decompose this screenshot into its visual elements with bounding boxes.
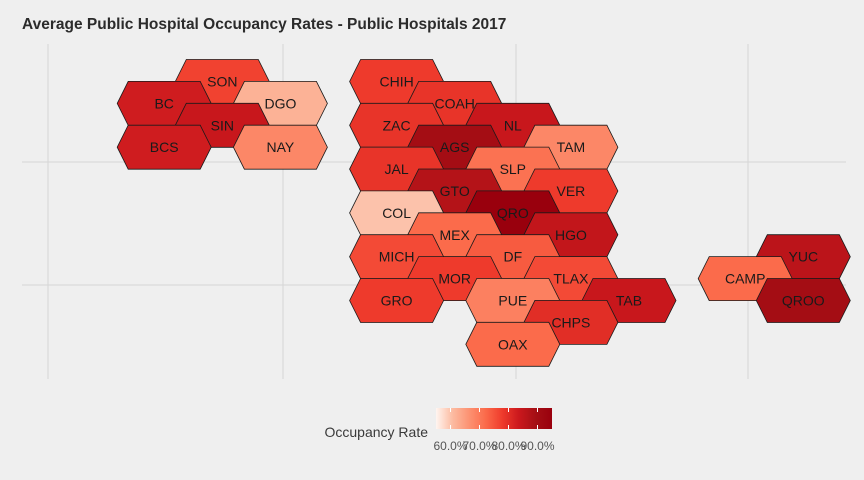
- legend-tick-label: 60.0%: [433, 439, 467, 453]
- hex-label-bcs: BCS: [150, 139, 179, 155]
- hex-label-gto: GTO: [440, 183, 470, 199]
- hex-label-mor: MOR: [438, 271, 471, 287]
- hex-label-tam: TAM: [557, 139, 586, 155]
- hex-label-nay: NAY: [267, 139, 295, 155]
- legend-tick-label: 70.0%: [462, 439, 496, 453]
- hex-tiles: [116, 59, 851, 367]
- hex-label-hgo: HGO: [555, 227, 587, 243]
- legend-colorbar: [436, 408, 552, 429]
- hex-label-mich: MICH: [379, 249, 415, 265]
- legend-title: Occupancy Rate: [325, 424, 429, 440]
- hex-label-zac: ZAC: [383, 117, 411, 133]
- legend: Occupancy Rate 60.0%70.0%80.0%90.0%: [325, 408, 555, 453]
- hex-label-col: COL: [382, 205, 411, 221]
- hex-label-qroo: QROO: [782, 293, 825, 309]
- hex-oax: [465, 321, 561, 367]
- hex-label-tlax: TLAX: [553, 271, 589, 287]
- hex-label-df: DF: [503, 249, 522, 265]
- hex-nay: [232, 124, 328, 170]
- chart-title: Average Public Hospital Occupancy Rates …: [22, 16, 507, 33]
- hex-label-camp: CAMP: [725, 271, 765, 287]
- legend-tick-label: 90.0%: [520, 439, 554, 453]
- hex-bcs: [116, 124, 212, 170]
- hex-label-dgo: DGO: [264, 95, 296, 111]
- legend-ticks: 60.0%70.0%80.0%90.0%: [433, 408, 555, 453]
- hex-label-oax: OAX: [498, 336, 528, 352]
- hex-label-mex: MEX: [440, 227, 471, 243]
- hex-label-jal: JAL: [385, 161, 409, 177]
- hex-label-qro: QRO: [497, 205, 529, 221]
- hex-label-tab: TAB: [616, 293, 642, 309]
- hex-label-chps: CHPS: [551, 314, 590, 330]
- hex-label-pue: PUE: [498, 293, 527, 309]
- hex-label-sin: SIN: [211, 117, 234, 133]
- hex-label-chih: CHIH: [379, 74, 413, 90]
- hex-labels: SON CHIH BC DGO COAH SIN ZAC NL BCS NAY AGS TAM JAL S…: [150, 74, 825, 353]
- hex-label-ver: VER: [557, 183, 586, 199]
- hex-label-yuc: YUC: [789, 249, 819, 265]
- hex-label-bc: BC: [154, 95, 173, 111]
- hex-label-gro: GRO: [381, 293, 413, 309]
- hex-label-nl: NL: [504, 117, 522, 133]
- hex-qroo: [755, 278, 851, 323]
- hex-label-slp: SLP: [500, 161, 526, 177]
- legend-tick-label: 80.0%: [491, 439, 525, 453]
- hex-label-son: SON: [207, 74, 237, 90]
- hex-label-ags: AGS: [440, 139, 470, 155]
- hex-gro: [349, 278, 445, 323]
- hex-label-coah: COAH: [434, 95, 474, 111]
